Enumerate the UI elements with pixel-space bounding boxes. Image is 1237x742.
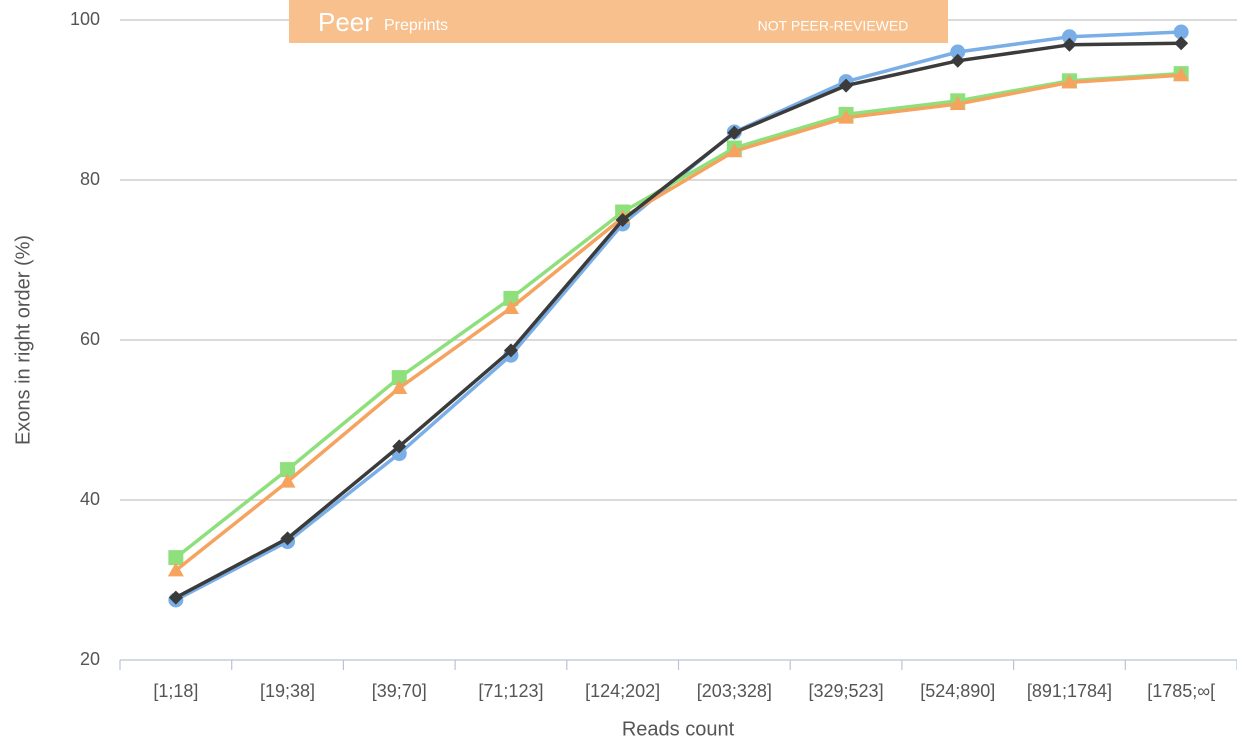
x-tick-label: [71;123]: [478, 681, 543, 701]
series: [167, 67, 1190, 577]
point: [503, 343, 518, 358]
series-line: [175, 41, 1182, 600]
y-tick-label: 60: [80, 329, 100, 349]
point: [615, 213, 630, 227]
point: [391, 370, 407, 386]
point: [949, 96, 966, 110]
y-tick-label: 80: [80, 169, 100, 189]
point: [167, 562, 184, 577]
point: [280, 462, 296, 478]
point: [1061, 29, 1077, 45]
watermark-product: Preprints: [384, 17, 448, 34]
point: [1174, 36, 1189, 51]
series: [168, 36, 1189, 605]
series-line: [175, 30, 1182, 602]
point: [950, 44, 966, 60]
point: [168, 590, 183, 605]
point: [839, 78, 854, 93]
series: [168, 24, 1189, 608]
watermark: Peer Preprints NOT PEER-REVIEWED: [289, 0, 948, 43]
point: [502, 300, 519, 314]
x-tick-label: [124;202]: [585, 681, 660, 701]
x-tick-label: [891;1784]: [1027, 681, 1112, 701]
x-tick-label: [39;70]: [372, 681, 427, 701]
x-tick-label: [1785;∞[: [1147, 681, 1215, 701]
point: [279, 473, 296, 488]
point: [1173, 24, 1189, 40]
watermark-brand: Peer: [318, 7, 373, 37]
point: [391, 380, 408, 394]
x-axis-title: Reads count: [622, 718, 735, 740]
point: [950, 53, 965, 68]
point: [503, 290, 519, 306]
y-tick-label: 20: [80, 649, 100, 669]
point: [838, 109, 855, 124]
series-line: [174, 71, 1182, 559]
y-tick-label: 100: [70, 9, 100, 29]
point: [168, 550, 184, 566]
series: [168, 66, 1189, 566]
point: [1062, 37, 1077, 52]
point: [1061, 74, 1078, 89]
watermark-banner: [289, 0, 948, 43]
y-tick-label: 40: [80, 489, 100, 509]
x-tick-label: [19;38]: [260, 681, 315, 701]
watermark-notice: NOT PEER-REVIEWED: [758, 18, 909, 34]
x-tick-label: [524;890]: [920, 681, 995, 701]
x-tick-label: [329;523]: [809, 681, 884, 701]
x-tick-label: [1;18]: [153, 681, 198, 701]
y-axis-title: Exons in right order (%): [12, 235, 34, 445]
series-line: [174, 73, 1182, 572]
point: [280, 531, 295, 546]
point: [392, 439, 407, 454]
point: [726, 143, 743, 158]
x-tick-label: [203;328]: [697, 681, 772, 701]
point: [1173, 67, 1190, 82]
point: [727, 125, 742, 140]
